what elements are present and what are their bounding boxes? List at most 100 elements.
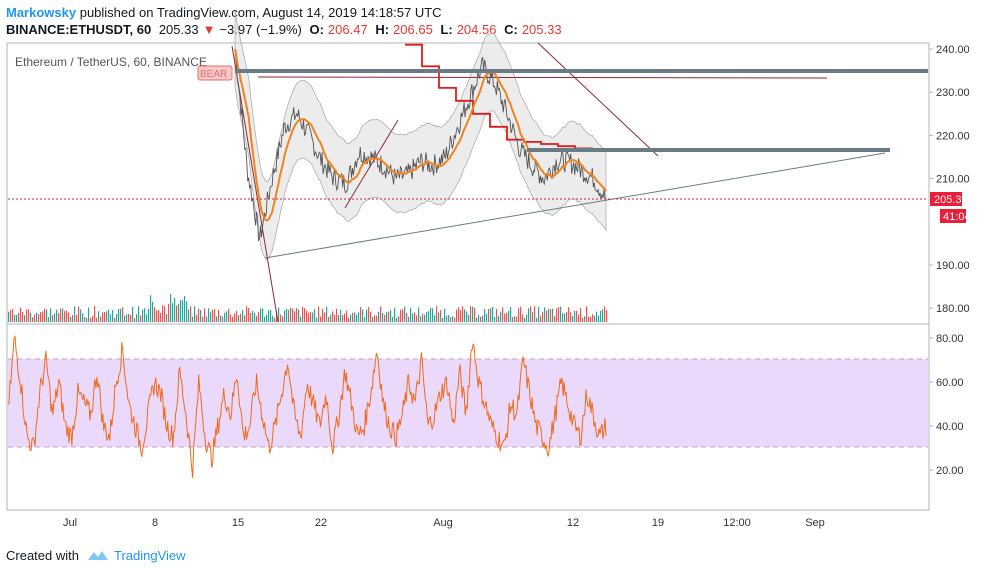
horizontal-ray [257, 76, 828, 79]
volume-bar [10, 309, 12, 322]
trend-lines [231, 42, 886, 323]
volume-bar [292, 308, 294, 322]
volume-bar [584, 316, 586, 322]
volume-bar [240, 313, 242, 322]
volume-bar [200, 310, 202, 322]
volume-bar [430, 307, 432, 322]
volume-bar [286, 308, 288, 322]
volume-bar [254, 312, 256, 322]
volume-bar [168, 303, 170, 322]
volume-bar [300, 316, 302, 322]
tradingview-brand[interactable]: TradingView [114, 548, 186, 563]
bollinger-band-fill [234, 10, 607, 260]
volume-bar [390, 310, 392, 322]
volume-bar [454, 317, 456, 322]
volume-bar [304, 308, 306, 322]
volume-bar [176, 305, 178, 322]
volume-bar [294, 311, 296, 322]
x-tick-label: Jul [63, 517, 77, 529]
change-text: −3.97 (−1.9%) [219, 22, 302, 37]
volume-bar [24, 315, 26, 322]
volume-bar [264, 316, 266, 322]
volume-bar [342, 315, 344, 322]
volume-bar [138, 306, 140, 322]
price-series [234, 49, 607, 242]
volume-bar [572, 315, 574, 322]
volume-bar [26, 309, 28, 322]
volume-bar [550, 309, 552, 322]
volume-bar [204, 308, 206, 322]
volume-bar [556, 308, 558, 322]
volume-bar [282, 316, 284, 322]
volume-bar [58, 313, 60, 322]
volume-bar [494, 316, 496, 322]
volume-bar [424, 314, 426, 322]
volume-bar [338, 315, 340, 322]
volume-bar [362, 309, 364, 322]
volume-bar [252, 311, 254, 322]
volume-bar [316, 317, 318, 322]
volume-bar [432, 308, 434, 322]
moving-average [234, 48, 607, 222]
volume-bar [42, 311, 44, 322]
symbol-text: BINANCE:ETHUSDT, 60 [6, 22, 152, 37]
volume-bar [64, 310, 66, 322]
volume-bar [148, 308, 150, 322]
volume-bar [474, 307, 476, 322]
close-label: C: [504, 22, 518, 37]
volume-bar [528, 308, 530, 322]
volume-bar [180, 299, 182, 322]
volume-bar [144, 308, 146, 322]
volume-bar [246, 306, 248, 322]
author-name[interactable]: Markowsky [6, 5, 77, 20]
x-tick-label: 8 [152, 517, 158, 529]
volume-bar [34, 314, 36, 322]
volume-bar [30, 312, 32, 322]
volume-bar [284, 310, 286, 322]
high-value: 206.65 [393, 22, 433, 37]
volume-bar [136, 314, 138, 322]
ma-line [234, 48, 607, 222]
volume-bar [436, 306, 438, 322]
volume-bar [288, 309, 290, 322]
rsi-tick-label: 20.00 [936, 465, 964, 477]
volume-bar [366, 309, 368, 322]
volume-bar [524, 317, 526, 322]
volume-bar [124, 315, 126, 322]
y-axis-ticks: 240.00 230.00 220.00 210.00 190.00 180.00 80.0… [929, 44, 970, 477]
volume-bar [532, 312, 534, 322]
volume-bar [232, 316, 234, 322]
volume-bar [328, 316, 330, 322]
volume-bar [104, 312, 106, 322]
x-tick-label: 12 [567, 517, 579, 529]
volume-bar [536, 317, 538, 322]
price-line [234, 49, 607, 242]
volume-bar [152, 301, 154, 322]
volume-bar [388, 311, 390, 322]
created-with-text: Created with [6, 548, 79, 563]
volume-bar [206, 316, 208, 322]
volume-bar [438, 312, 440, 322]
volume-bar [552, 308, 554, 322]
bear-tag: BEAR [200, 69, 227, 80]
x-tick-label: 19 [652, 517, 664, 529]
volume-bar [184, 296, 186, 322]
volume-bar [88, 307, 90, 322]
volume-bar [12, 309, 14, 322]
volume-bar [188, 309, 190, 322]
volume-bar [172, 303, 174, 322]
volume-bar [308, 312, 310, 322]
volume-bar [98, 311, 100, 322]
volume-bar [544, 307, 546, 322]
volume-bar [492, 306, 494, 322]
tradingview-logo-icon[interactable] [87, 549, 109, 564]
volume-bar [596, 311, 598, 322]
volume-bar [448, 315, 450, 322]
volume-bar [32, 317, 34, 322]
volume-bar [262, 308, 264, 322]
volume-bar [348, 317, 350, 322]
volume-bar [86, 317, 88, 322]
volume-bar [444, 308, 446, 322]
volume-bar [352, 312, 354, 322]
